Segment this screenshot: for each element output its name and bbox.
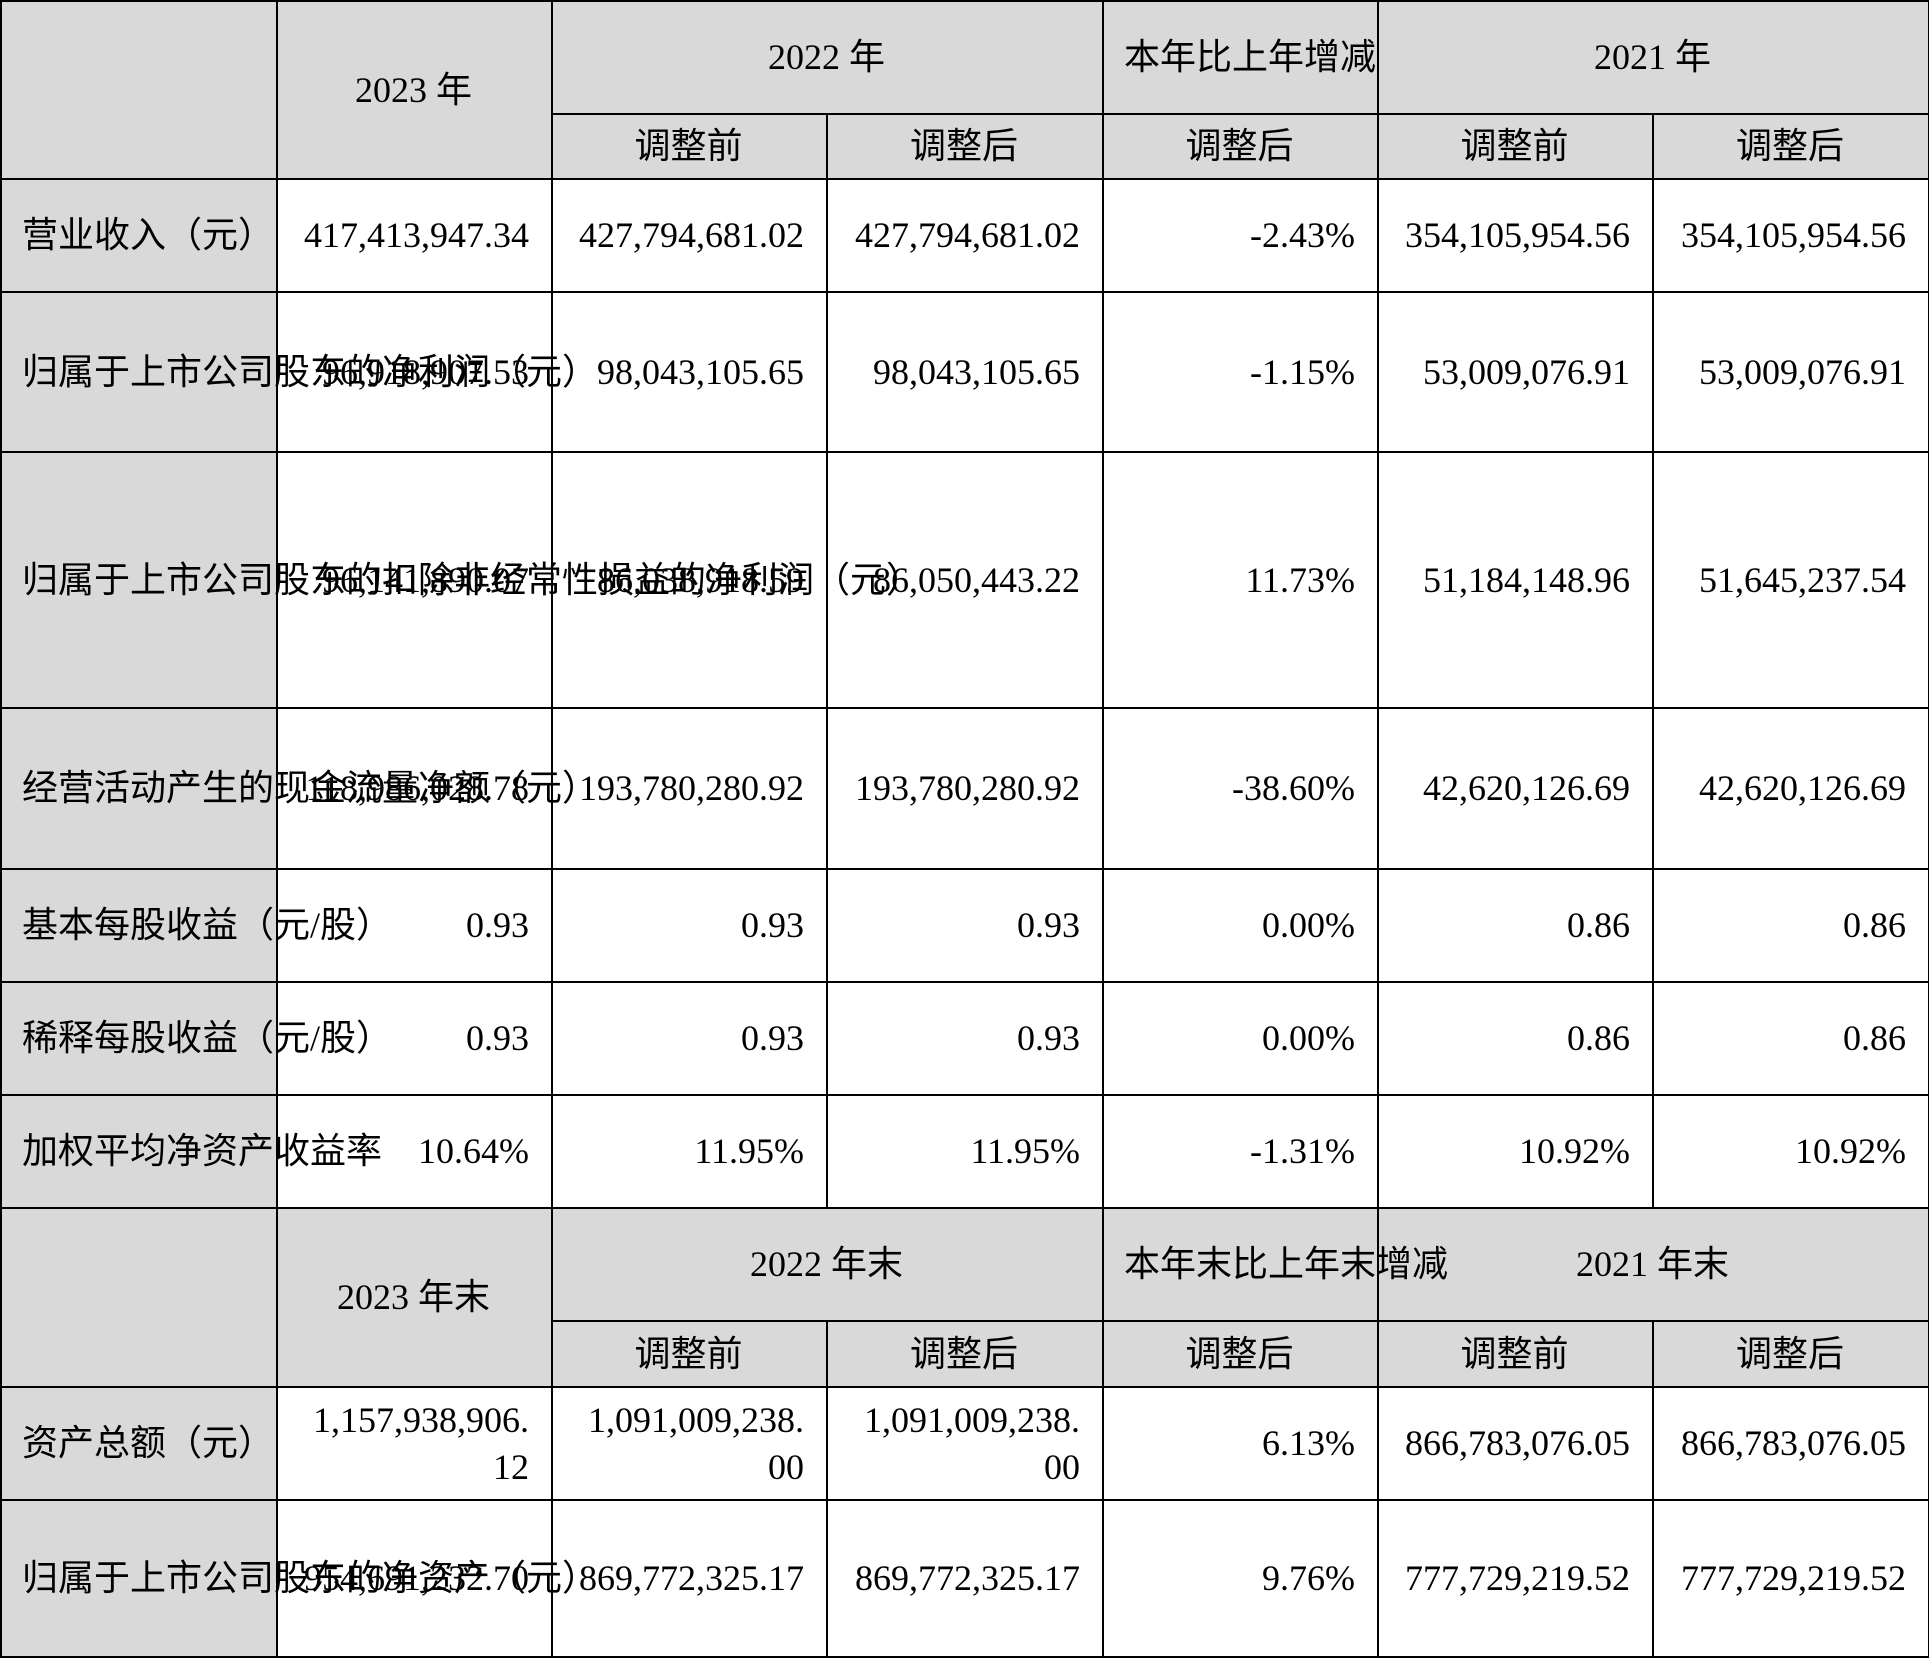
cell-2022-before: 427,794,681.02 [551, 178, 828, 293]
subheader-2022-before: 调整前 [551, 113, 828, 180]
col-header-2021-end: 2021 年末 [1377, 1207, 1929, 1322]
row-label: 基本每股收益（元/股） [0, 868, 392, 983]
table-row: 归属于上市公司股东的净利润（元） 96,918,907.53 98,043,10… [0, 291, 1929, 453]
cell-2023: 118,986,028.78 [276, 707, 553, 870]
subheader-2021-after: 调整后 [1652, 1320, 1929, 1388]
col-header-change-end: 本年末比上年末增减 [1102, 1207, 1448, 1322]
cell-2022-before: 1,091,009,238.00 [551, 1386, 828, 1501]
cell-2023: 417,413,947.34 [276, 178, 553, 293]
cell-2021-before: 42,620,126.69 [1377, 707, 1655, 870]
cell-2023: 96,918,907.53 [276, 291, 553, 453]
col-header-2023: 2023 年 [276, 0, 553, 180]
cell-change: -2.43% [1102, 178, 1380, 293]
subheader-row: 调整前 调整后 调整后 调整前 调整后 [1, 1320, 1929, 1388]
cell-change: -38.60% [1102, 707, 1380, 870]
cell-change: 0.00% [1102, 868, 1380, 983]
cell-2021-before: 53,009,076.91 [1377, 291, 1655, 453]
cell-2021-after: 42,620,126.69 [1652, 707, 1929, 870]
cell-2021-after: 53,009,076.91 [1652, 291, 1929, 453]
cell-2022-after: 98,043,105.65 [825, 291, 1105, 453]
cell-2023: 1,157,938,906.12 [276, 1386, 553, 1501]
cell-change: 6.13% [1102, 1386, 1380, 1501]
subheader-2022-after: 调整后 [825, 1320, 1105, 1388]
cell-2021-before: 0.86 [1377, 981, 1655, 1096]
corner-cell [0, 0, 278, 180]
cell-2023: 10.64% [276, 1094, 553, 1209]
row-label: 稀释每股收益（元/股） [0, 981, 392, 1096]
row-label: 归属于上市公司股东的净利润（元） [0, 291, 598, 453]
table-row: 归属于上市公司股东的净资产（元） 954,691,232.70 869,772,… [0, 1499, 1929, 1658]
cell-2022-before: 0.93 [551, 868, 828, 983]
row-label: 归属于上市公司股东的扣除非经常性损益的净利润（元） [0, 451, 922, 709]
cell-2022-after: 0.93 [825, 981, 1105, 1096]
cell-2021-after: 10.92% [1652, 1094, 1929, 1209]
cell-2021-after: 51,645,237.54 [1652, 451, 1929, 709]
row-label: 归属于上市公司股东的净资产（元） [0, 1499, 598, 1658]
table-row: 归属于上市公司股东的扣除非经常性损益的净利润（元） 96,141,890.07 … [0, 451, 1929, 709]
cell-2022-after: 193,780,280.92 [825, 707, 1105, 870]
cell-2023: 954,691,232.70 [276, 1499, 553, 1658]
row-label: 经营活动产生的现金流量净额（元） [0, 707, 598, 870]
cell-2021-before: 866,783,076.05 [1377, 1386, 1655, 1501]
cell-2022-after: 869,772,325.17 [825, 1499, 1105, 1658]
cell-2021-after: 866,783,076.05 [1652, 1386, 1929, 1501]
cell-2021-before: 0.86 [1377, 868, 1655, 983]
cell-change: 11.73% [1102, 451, 1380, 709]
cell-2023: 96,141,890.07 [276, 451, 553, 709]
cell-2022-before: 98,043,105.65 [551, 291, 828, 453]
subheader-change-after: 调整后 [1102, 113, 1380, 180]
cell-2022-after: 1,091,009,238.00 [825, 1386, 1105, 1501]
cell-2021-after: 0.86 [1652, 868, 1929, 983]
col-header-2021: 2021 年 [1377, 0, 1929, 115]
col-header-2023-end: 2023 年末 [276, 1207, 553, 1388]
cell-change: -1.15% [1102, 291, 1380, 453]
cell-2022-after: 0.93 [825, 868, 1105, 983]
header-row: 2023 年末 2022 年末 本年末比上年末增减 2021 年末 [0, 1207, 1929, 1388]
cell-2021-before: 51,184,148.96 [1377, 451, 1655, 709]
table-row: 稀释每股收益（元/股） 0.93 0.93 0.93 0.00% 0.86 0.… [0, 981, 1929, 1096]
cell-2022-after: 86,050,443.22 [825, 451, 1105, 709]
cell-2023: 0.93 [276, 981, 553, 1096]
table-row: 基本每股收益（元/股） 0.93 0.93 0.93 0.00% 0.86 0.… [0, 868, 1929, 983]
header-row: 2023 年 2022 年 本年比上年增减 2021 年 [0, 0, 1929, 180]
table-row: 资产总额（元） 1,157,938,906.12 1,091,009,238.0… [0, 1386, 1929, 1501]
subheader-2021-before: 调整前 [1377, 113, 1655, 180]
subheader-2021-before: 调整前 [1377, 1320, 1655, 1388]
subheader-2021-after: 调整后 [1652, 113, 1929, 180]
col-header-2022-end: 2022 年末 [550, 1207, 1105, 1322]
cell-2022-before: 193,780,280.92 [551, 707, 828, 870]
subheader-2022-after: 调整后 [825, 113, 1105, 180]
cell-2022-after: 11.95% [825, 1094, 1105, 1209]
row-label: 资产总额（元） [0, 1386, 278, 1501]
cell-2021-after: 354,105,954.56 [1652, 178, 1929, 293]
row-label: 营业收入（元） [0, 178, 278, 293]
cell-2022-before: 86,038,918.59 [551, 451, 828, 709]
cell-2022-before: 11.95% [551, 1094, 828, 1209]
cell-change: 0.00% [1102, 981, 1380, 1096]
cell-2021-after: 0.86 [1652, 981, 1929, 1096]
cell-change: 9.76% [1102, 1499, 1380, 1658]
subheader-2022-before: 调整前 [551, 1320, 828, 1388]
table-row: 营业收入（元） 417,413,947.34 427,794,681.02 42… [0, 178, 1929, 293]
cell-2021-before: 354,105,954.56 [1377, 178, 1655, 293]
cell-2021-before: 777,729,219.52 [1377, 1499, 1655, 1658]
corner-cell [0, 1207, 278, 1388]
table-row: 经营活动产生的现金流量净额（元） 118,986,028.78 193,780,… [0, 707, 1929, 870]
table-row: 加权平均净资产收益率 10.64% 11.95% 11.95% -1.31% 1… [0, 1094, 1929, 1209]
col-header-change: 本年比上年增减 [1102, 0, 1380, 115]
cell-2021-before: 10.92% [1377, 1094, 1655, 1209]
cell-2022-after: 427,794,681.02 [825, 178, 1105, 293]
col-header-2022: 2022 年 [550, 0, 1105, 115]
subheader-change-after: 调整后 [1102, 1320, 1380, 1388]
cell-2022-before: 869,772,325.17 [551, 1499, 828, 1658]
subheader-row: 调整前 调整后 调整后 调整前 调整后 [1, 113, 1929, 180]
cell-change: -1.31% [1102, 1094, 1380, 1209]
row-label: 加权平均净资产收益率 [0, 1094, 382, 1209]
cell-2022-before: 0.93 [551, 981, 828, 1096]
cell-2023: 0.93 [276, 868, 553, 983]
cell-2021-after: 777,729,219.52 [1652, 1499, 1929, 1658]
